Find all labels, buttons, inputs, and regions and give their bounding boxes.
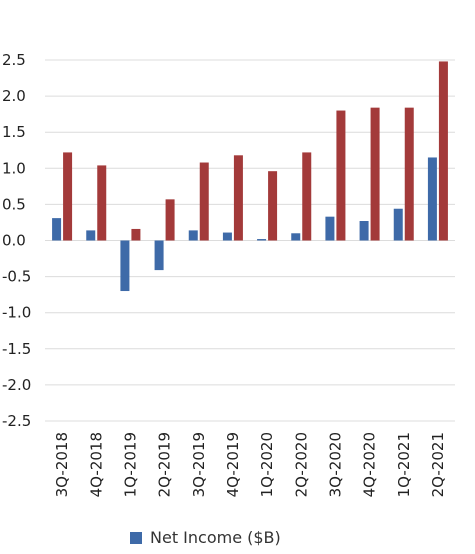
- y-tick-label: 0.5: [2, 195, 26, 213]
- bar-net-income: [291, 233, 301, 241]
- bar-series-2: [63, 152, 73, 241]
- bar-series-2: [131, 228, 141, 241]
- bar-net-income: [257, 239, 267, 241]
- legend: Net Income ($B): [130, 528, 281, 547]
- x-tick-label: 3Q-2018: [53, 432, 71, 497]
- y-tick-label: 1.5: [2, 123, 26, 141]
- bar-net-income: [52, 218, 62, 241]
- x-tick-label: 4Q-2020: [361, 432, 379, 497]
- legend-swatch-net-income: [130, 531, 142, 544]
- bar-series-2: [404, 107, 414, 241]
- y-tick-label: 1.0: [2, 159, 26, 177]
- bar-net-income: [427, 157, 437, 241]
- x-tick-label: 1Q-2020: [258, 432, 276, 497]
- bar-net-income: [359, 221, 369, 241]
- x-tick-label: 2Q-2020: [292, 432, 310, 497]
- bar-net-income: [154, 240, 164, 271]
- x-tick-label: 2Q-2021: [429, 432, 447, 497]
- bar-series-2: [233, 155, 243, 241]
- y-tick-label: -1.5: [2, 340, 31, 358]
- bar-net-income: [86, 230, 96, 241]
- bar-net-income: [120, 240, 130, 292]
- x-tick-label: 1Q-2019: [121, 432, 139, 497]
- bar-net-income: [222, 232, 232, 241]
- bar-series-2: [199, 162, 209, 241]
- legend-label-net-income: Net Income ($B): [150, 528, 281, 547]
- x-tick-label: 2Q-2019: [156, 432, 174, 497]
- x-tick-label: 3Q-2019: [190, 432, 208, 497]
- bar-series-2: [370, 107, 380, 241]
- bar-series-2: [302, 152, 312, 241]
- y-tick-label: -2.0: [2, 376, 31, 394]
- bar-series-2: [268, 171, 278, 241]
- y-tick-label: 2.0: [2, 87, 26, 105]
- y-tick-label: 0.0: [2, 232, 26, 250]
- bar-series-2: [438, 61, 448, 241]
- x-tick-label: 4Q-2019: [224, 432, 242, 497]
- bar-net-income: [325, 216, 335, 241]
- bar-series-2: [336, 110, 346, 241]
- x-tick-label: 1Q-2021: [395, 432, 413, 497]
- y-tick-label: -2.5: [2, 412, 31, 430]
- bar-net-income: [393, 208, 403, 241]
- x-tick-label: 4Q-2018: [87, 432, 105, 497]
- bar-series-2: [165, 199, 175, 241]
- x-tick-label: 3Q-2020: [326, 432, 344, 497]
- y-tick-label: 2.5: [2, 51, 26, 69]
- y-tick-label: -0.5: [2, 268, 31, 286]
- bar-net-income: [188, 230, 198, 241]
- bar-series-2: [97, 165, 107, 241]
- y-tick-label: -1.0: [2, 304, 31, 322]
